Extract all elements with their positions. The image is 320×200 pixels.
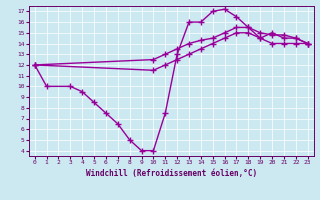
X-axis label: Windchill (Refroidissement éolien,°C): Windchill (Refroidissement éolien,°C) xyxy=(86,169,257,178)
